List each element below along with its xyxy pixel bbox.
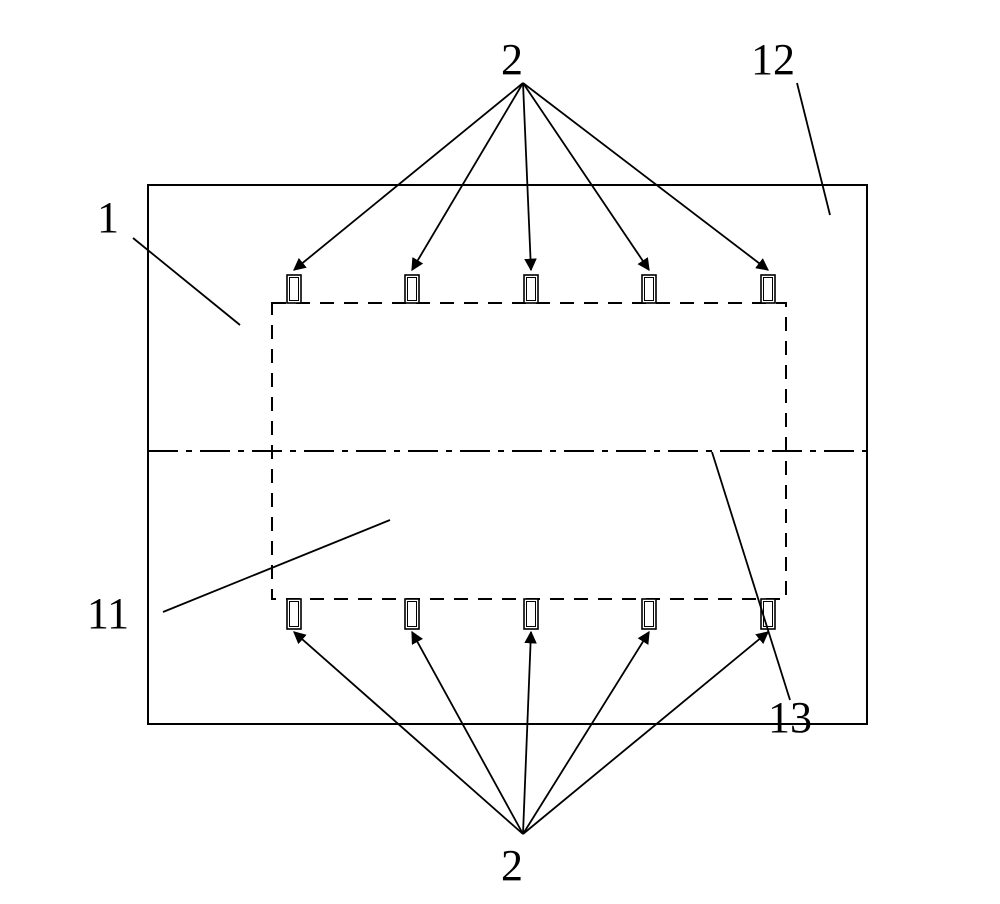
leader-13: [712, 452, 790, 700]
label-2-bottom: 2: [501, 841, 523, 890]
leader-2-top-0: [294, 83, 523, 270]
leader-12: [797, 83, 830, 215]
leader-2-bottom-1: [412, 632, 523, 834]
leader-11: [163, 520, 390, 612]
technical-diagram: 221211113: [0, 0, 1000, 904]
leader-2-top-2: [523, 83, 531, 270]
leader-2-bottom-4: [523, 632, 768, 834]
leader-2-top-4: [523, 83, 768, 270]
leader-2-top-1: [412, 83, 523, 270]
label-1: 1: [97, 193, 119, 242]
leader-2-bottom-2: [523, 632, 531, 834]
label-2-top: 2: [501, 35, 523, 84]
label-12: 12: [751, 35, 795, 84]
label-13: 13: [768, 693, 812, 742]
leader-2-bottom-3: [523, 632, 649, 834]
outer-rect: [148, 185, 867, 724]
label-11: 11: [87, 589, 129, 638]
leader-2-bottom-0: [294, 632, 523, 834]
leader-2-top-3: [523, 83, 649, 270]
leader-1: [133, 238, 240, 325]
